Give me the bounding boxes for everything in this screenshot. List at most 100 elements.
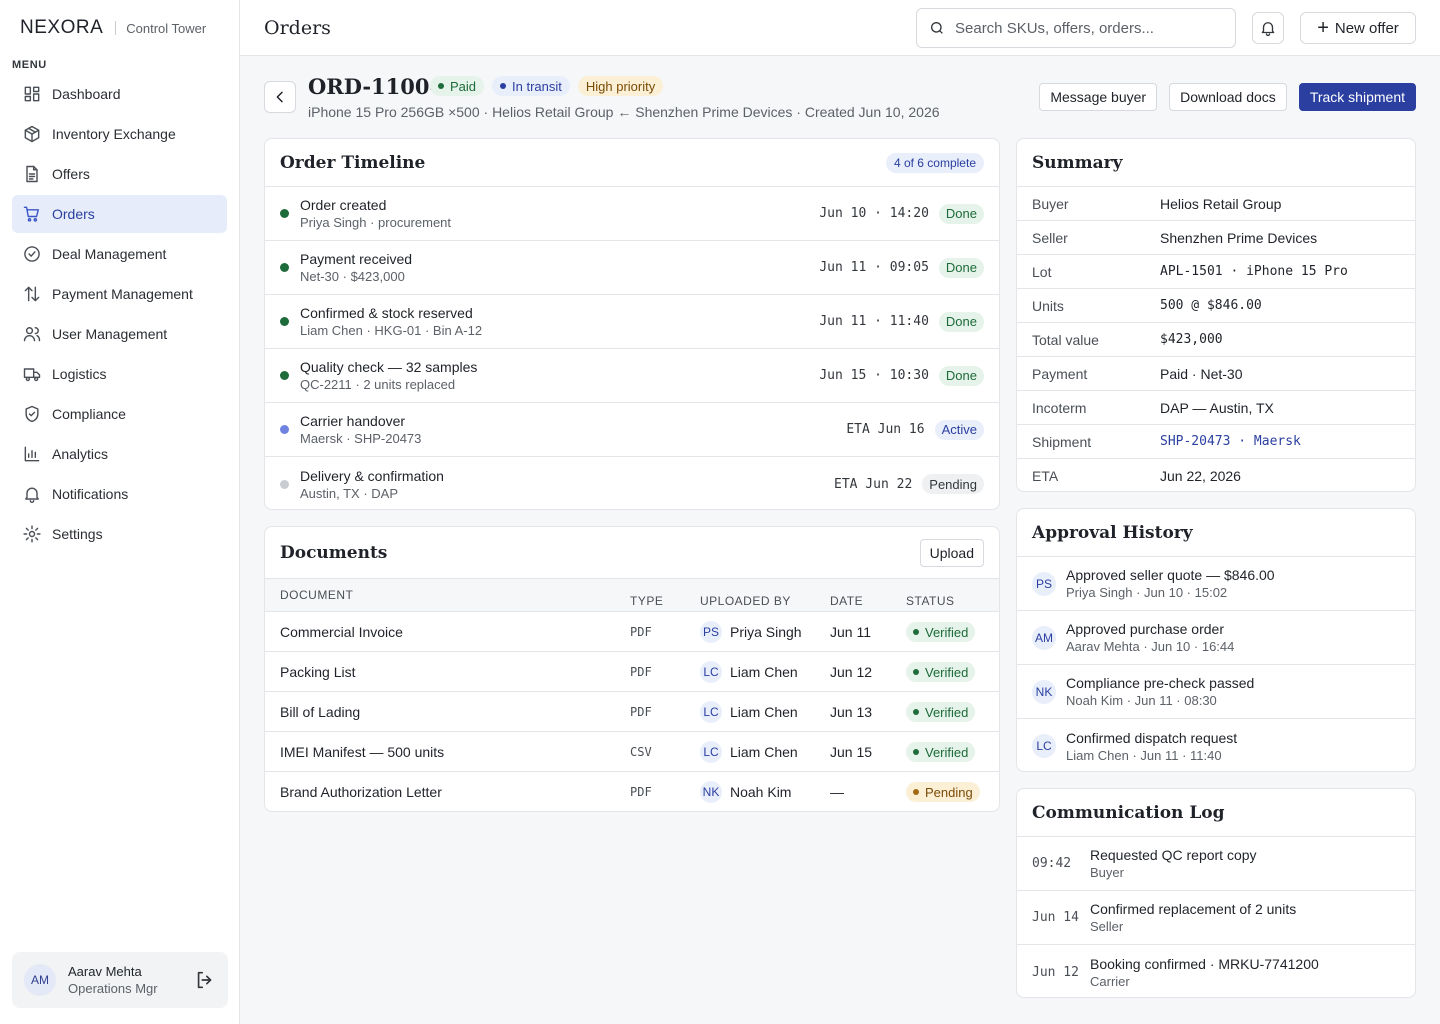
sidebar-item-logistics[interactable]: Logistics [12,355,227,393]
document-type: PDF [630,665,652,679]
search-input[interactable] [955,19,1215,37]
document-icon [26,165,38,183]
document-name[interactable]: Packing List [280,664,356,680]
timeline-step[interactable]: Carrier handover Maersk · SHP-20473 ETA Ju… [265,403,999,457]
table-row[interactable]: IMEI Manifest — 500 units CSV LC Liam Chen J… [265,732,999,772]
timeline-step-time: Jun 15 · 10:30 [819,368,929,383]
sidebar-item-inventory-exchange[interactable]: Inventory Exchange [12,115,227,153]
bell-icon [25,487,39,503]
status-badge: Done [938,203,984,224]
user-card[interactable]: AM Aarav Mehta Operations Mgr [12,952,228,1008]
summary-key: Lot [1032,263,1052,280]
document-status: Verified [906,612,976,652]
document-type: PDF [630,625,652,639]
timeline-step-text: Quality check — 32 samples QC-2211 · 2 un… [300,359,477,392]
summary-key: Buyer [1032,195,1069,212]
track-shipment-button[interactable]: Track shipment [1298,83,1416,111]
approval-history-card: Approval History PS Approved seller quote… [1016,508,1416,772]
status-badge: Verified [906,662,976,682]
table-row[interactable]: Bill of Lading PDF LC Liam Chen Jun 13 Verifi… [265,692,999,732]
approval-text: Approved seller quote — $846.00 Priya Sin… [1066,567,1275,600]
timeline-step[interactable]: Quality check — 32 samples QC-2211 · 2 un… [265,349,999,403]
document-date: Jun 15 [830,744,873,760]
back-button[interactable] [264,81,296,113]
communication-text: Confirmed replacement of 2 units Seller [1090,901,1296,934]
avatar: NK [1032,679,1056,704]
approval-title: Approval History [1032,522,1193,543]
arrows-icon [24,286,40,302]
approval-text: Approved purchase order Aarav Mehta · Jun… [1066,621,1234,654]
approval-item: PS Approved seller quote — $846.00 Priya S… [1017,557,1415,611]
approval-detail: Liam Chen · Jun 11 · 11:40 [1066,747,1222,763]
table-row[interactable]: Packing List PDF LC Liam Chen Jun 12 Verified [265,652,999,692]
message-buyer-button[interactable]: Message buyer [1039,83,1158,111]
communication-item: 09:42 Requested QC report copy Buyer [1017,837,1415,891]
sidebar-item-offers[interactable]: Offers [12,155,227,193]
summary-value: DAP — Austin, TX [1160,399,1274,416]
communication-title: Booking confirmed · MRKU-7741200 [1090,955,1319,972]
table-row[interactable]: Brand Authorization Letter PDF NK Noah Kim —… [265,772,999,811]
sidebar-item-deal-management[interactable]: Deal Management [12,235,227,273]
brand-logo[interactable]: NEXORA [20,17,104,38]
document-name[interactable]: IMEI Manifest — 500 units [280,744,445,760]
order-id: ORD-11004 [308,74,445,99]
notifications-button[interactable] [1252,12,1284,44]
sidebar-item-analytics[interactable]: Analytics [12,435,227,473]
status-dot [280,425,289,434]
uploader-name: Liam Chen [730,704,798,720]
communication-party: Carrier [1090,973,1130,989]
sidebar-item-user-management[interactable]: User Management [12,315,227,353]
sidebar-item-orders[interactable]: Orders [12,195,227,233]
sidebar-item-label: Deal Management [52,246,167,262]
sidebar-item-label: Payment Management [52,286,193,302]
timeline-step-title: Order created [300,197,387,213]
table-row[interactable]: Commercial Invoice PDF PS Priya Singh Jun 11… [265,612,999,652]
sidebar-item-settings[interactable]: Settings [12,515,227,553]
download-docs-button[interactable]: Download docs [1169,83,1287,111]
timeline-step-detail: Priya Singh · procurement [300,215,452,230]
logout-icon[interactable] [194,969,216,991]
new-offer-button[interactable]: + New offer [1300,12,1416,44]
col-status: STATUS [906,594,955,608]
shipment-link[interactable]: SHP-20473 · Maersk [1160,434,1301,449]
sidebar-item-dashboard[interactable]: Dashboard [12,75,227,113]
communication-log-card: Communication Log 09:42 Requested QC repo… [1016,788,1416,998]
avatar: AM [24,964,56,996]
summary-key: Payment [1032,365,1088,382]
timeline-step[interactable]: Payment received Net-30 · $423,000 Jun 11 … [265,241,999,295]
timeline-step-text: Payment received Net-30 · $423,000 [300,251,412,284]
user-role: Operations Mgr [68,981,158,996]
timeline-step-text: Carrier handover Maersk · SHP-20473 [300,413,421,446]
timeline-step[interactable]: Confirmed & stock reserved Liam Chen · HK… [265,295,999,349]
document-status: Verified [906,652,976,692]
timeline-step[interactable]: Delivery & confirmation Austin, TX · DAP E… [265,457,999,509]
search-box[interactable] [916,8,1236,48]
in-transit-badge: In transit [492,76,570,96]
document-name[interactable]: Bill of Lading [280,704,361,720]
top-header: Orders + New offer [240,0,1440,56]
gear-icon [23,525,41,543]
document-name[interactable]: Commercial Invoice [280,624,403,640]
priority-badge: High priority [577,76,664,96]
sidebar-item-label: Dashboard [52,86,121,102]
uploader-name: Liam Chen [730,664,798,680]
document-name[interactable]: Brand Authorization Letter [280,784,442,800]
document-type: PDF [630,705,652,719]
summary-card: Summary Buyer Helios Retail Group Seller Sh… [1016,138,1416,492]
order-timeline-card: Order Timeline 4 of 6 complete Order cre… [264,138,1000,510]
status-badge: Verified [906,622,976,642]
document-uploader: LC Liam Chen [700,652,798,692]
page-title: Orders [264,16,331,39]
sidebar-item-payment-management[interactable]: Payment Management [12,275,227,313]
sidebar-item-compliance[interactable]: Compliance [12,395,227,433]
status-dot [280,209,289,218]
summary-value: Paid · Net-30 [1160,365,1243,382]
comms-title: Communication Log [1032,802,1225,823]
brand-product: Control Tower [126,20,207,36]
upload-button[interactable]: Upload [919,538,984,567]
timeline-step[interactable]: Order created Priya Singh · procurement Ju… [265,187,999,241]
communication-item: Jun 12 Booking confirmed · MRKU-7741200 Ca… [1017,945,1415,997]
brand-divider [115,21,117,35]
approval-title: Approved seller quote — $846.00 [1066,567,1275,583]
sidebar-item-notifications[interactable]: Notifications [12,475,227,513]
